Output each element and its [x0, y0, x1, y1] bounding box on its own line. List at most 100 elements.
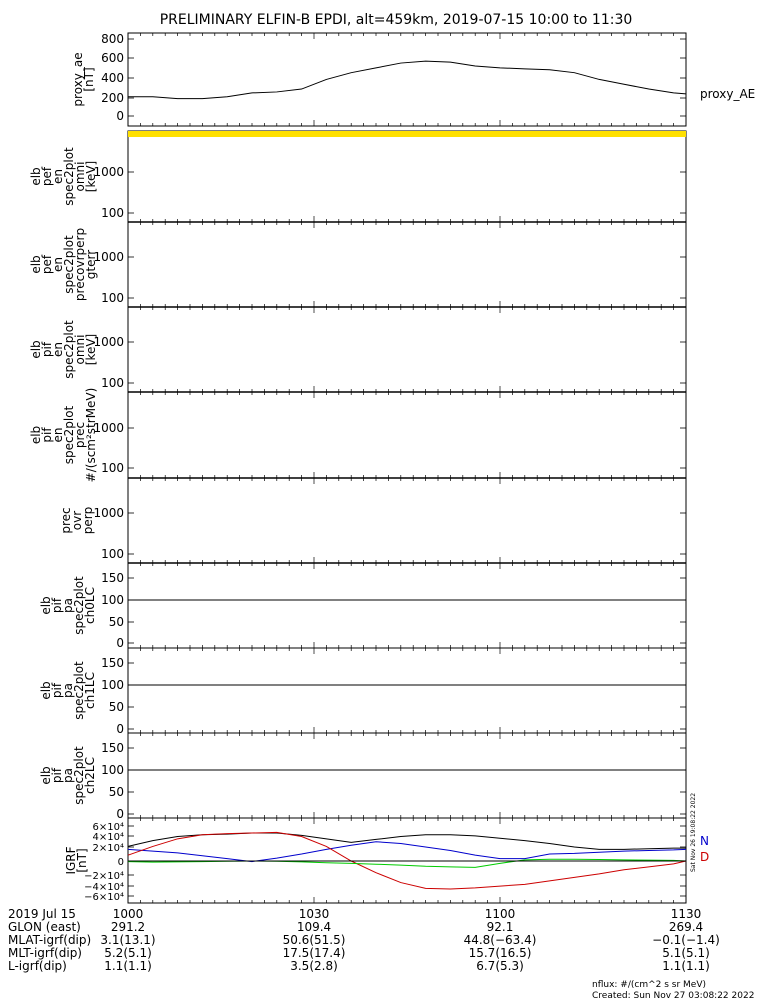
panel-label-line: gterr: [84, 250, 98, 279]
y-tick-label: 0: [116, 636, 124, 650]
axis-cell: 44.8(−63.4): [464, 933, 537, 947]
panel-6: 150 100 50 0 elbpifpaspec2plotch0LC: [39, 562, 687, 650]
panel-label-line: elb: [29, 340, 43, 358]
footer-created: Created: Sun Nov 27 03:08:22 2022: [592, 991, 754, 1000]
y-tick-label: 100: [101, 763, 124, 777]
panel-label-line: ch2LC: [83, 757, 97, 794]
y-tick-label: 1000: [93, 506, 124, 520]
axis-cell: −0.1(−1.4): [652, 933, 720, 947]
panel-7: 150 100 50 0 elbpifpaspec2plotch1LC: [39, 647, 687, 736]
axis-row-label: L-igrf(dip): [8, 959, 67, 973]
panel-label-line: IGRF: [64, 846, 78, 874]
axis-cell: 15.7(16.5): [469, 946, 532, 960]
panel-label-line: pif: [50, 597, 64, 613]
panel-label: proxy_ae[nT]: [71, 52, 96, 106]
y-tick-label: −4×10⁴: [84, 882, 124, 893]
panel-label: elbpefenspec2plotprecovrperpgterr: [29, 228, 98, 301]
panel-frame: [127, 306, 687, 393]
panel-label-line: pif: [50, 767, 64, 783]
panel-label-line: spec2plot: [72, 576, 86, 635]
y-tick-label: 1000: [93, 335, 124, 349]
y-tick-label: 100: [101, 206, 124, 220]
y-tick-label: 150: [101, 571, 124, 585]
panel-label-line: ch0LC: [83, 587, 97, 624]
axis-cell: 1130: [671, 907, 702, 921]
y-tick-label: 50: [109, 785, 124, 799]
panel-label-line: elb: [29, 167, 43, 185]
panel-label-line: spec2plot: [62, 320, 76, 379]
panel-label-line: en: [51, 428, 65, 443]
panel-frame: [127, 130, 687, 223]
panel-label: elbpefenspec2plotomni[keV]: [29, 147, 98, 206]
panel-label-line: ch1LC: [83, 672, 97, 709]
panel-5: 1000 100 precovrperp: [59, 477, 687, 564]
panel-label-line: en: [51, 169, 65, 184]
axis-cell: 3.5(2.8): [290, 959, 338, 973]
axis-cell: 291.2: [111, 920, 145, 934]
legend-N: N: [700, 834, 709, 848]
igrf-series-N: [127, 841, 687, 863]
y-tick-label: 800: [101, 32, 124, 46]
panel-label-line: spec2plot: [72, 746, 86, 805]
y-tick-label: 1000: [93, 250, 124, 264]
plot-title: PRELIMINARY ELFIN-B EPDI, alt=459km, 201…: [160, 12, 633, 28]
y-tick-label: 2×10⁴: [93, 843, 124, 854]
y-tick-label: 400: [101, 71, 124, 85]
panel-frame: [127, 221, 687, 308]
panel-frame: [127, 32, 687, 127]
y-tick-label: −6×10⁴: [84, 892, 124, 903]
panel-label-line: prec: [59, 507, 73, 533]
panel-label: elbpifpaspec2plotch1LC: [39, 661, 97, 720]
y-tick-label: 50: [109, 700, 124, 714]
axis-cell: 1030: [299, 907, 330, 921]
y-tick-label: 6×10⁴: [93, 822, 124, 833]
panel-label-line: pef: [40, 254, 54, 274]
panel-label: elbpifpaspec2plotch2LC: [39, 746, 97, 805]
science-zone-bar: [128, 131, 686, 137]
legend-D: D: [700, 850, 709, 864]
panel-label-line: pef: [40, 166, 54, 186]
panel-label-line: elb: [39, 766, 53, 784]
axis-cell: 5.2(5.1): [104, 946, 152, 960]
panel-label-line: [keV]: [84, 161, 98, 192]
panel-frame: [127, 391, 687, 479]
panel-label-line: pa: [61, 598, 75, 613]
panel-label-line: elb: [29, 426, 43, 444]
panel-label-line: proxy_ae: [71, 52, 85, 106]
panel-8: 150 100 50 0 elbpifpaspec2plotch2LC: [39, 732, 687, 821]
panel-0: 800 600 400 200 0 proxy_ae[nT]: [71, 32, 687, 127]
panel-label-line: elb: [39, 596, 53, 614]
axis-cell: 1.1(1.1): [104, 959, 152, 973]
panel-label-line: pif: [40, 341, 54, 357]
panel-label-line: elb: [39, 681, 53, 699]
y-tick-label: 0: [116, 807, 124, 821]
proxy-ae-series: [128, 60, 687, 100]
panel-label-line: spec2plot: [62, 235, 76, 294]
panel-label-line: pa: [61, 768, 75, 783]
y-tick-label: 4×10⁴: [93, 832, 124, 843]
axis-row-label: GLON (east): [8, 920, 81, 934]
panel-label-line: prec: [73, 422, 87, 448]
panel-label-line: spec2plot: [62, 147, 76, 206]
panel-label-line: elb: [29, 255, 43, 273]
panel-frame: [127, 562, 687, 649]
y-tick-label: 0: [118, 857, 124, 868]
y-tick-label: 0: [116, 109, 124, 123]
y-tick-label: 1000: [93, 165, 124, 179]
legend-proxy-ae: proxy_AE: [700, 87, 755, 101]
panel-label-line: pa: [61, 683, 75, 698]
axis-cell: 3.1(13.1): [100, 933, 155, 947]
panel-frame: [127, 732, 687, 819]
axis-cell: 1100: [485, 907, 516, 921]
y-tick-label: 150: [101, 741, 124, 755]
panel-label-line: spec2plot: [62, 405, 76, 464]
y-tick-label: 100: [101, 461, 124, 475]
panel-label: elbpifenspec2plotprec#/(scm²strMeV): [29, 388, 98, 483]
axis-cell: 5.1(5.1): [662, 946, 710, 960]
axis-cell: 50.6(51.5): [283, 933, 346, 947]
y-tick-label: 50: [109, 615, 124, 629]
axis-cell: 269.4: [669, 920, 703, 934]
igrf-series-green: [127, 858, 687, 868]
